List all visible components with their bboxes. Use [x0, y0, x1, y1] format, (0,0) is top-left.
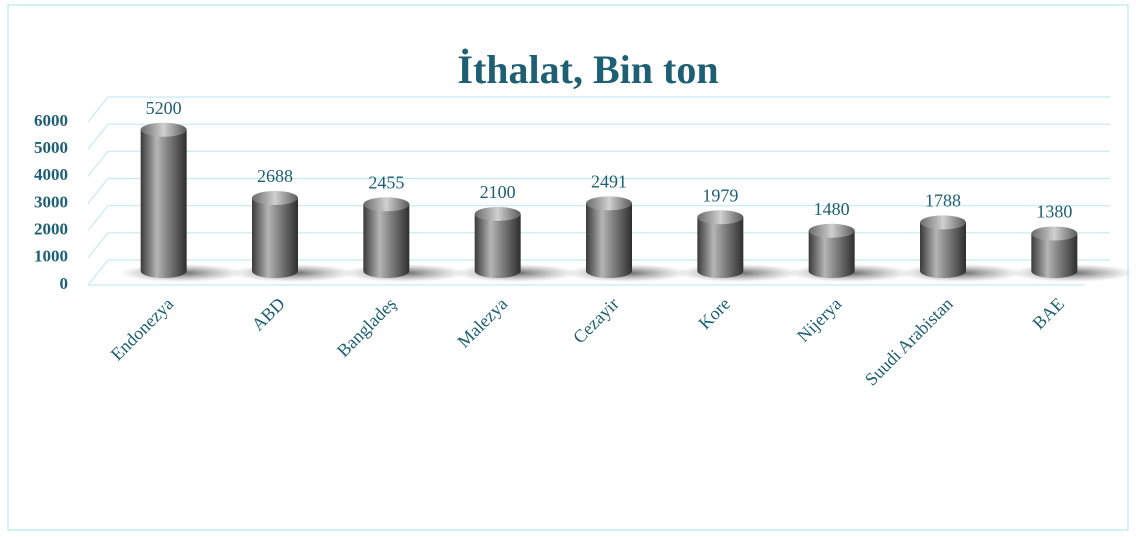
bar	[808, 230, 855, 278]
grid-line	[87, 232, 1110, 259]
bar	[474, 213, 521, 278]
value-label: 1380	[1036, 202, 1072, 222]
value-label: 2491	[591, 171, 627, 191]
chart-title: İthalat, Bin ton	[457, 47, 718, 92]
x-tick-label: Suudi Arabistan	[861, 294, 957, 390]
x-tick-label: Endonezya	[107, 294, 178, 365]
bar-top	[140, 122, 187, 137]
bar-top	[252, 190, 298, 205]
value-label: 1480	[814, 199, 850, 219]
value-label: 2455	[368, 172, 404, 192]
y-tick-label: 2000	[34, 220, 68, 239]
bar-top	[1031, 226, 1078, 241]
value-label: 2688	[257, 166, 293, 186]
bar	[252, 197, 298, 278]
y-tick-label: 3000	[34, 192, 68, 211]
x-tick-label: Malezya	[453, 294, 511, 352]
y-tick-label: 6000	[34, 111, 68, 130]
grid-line	[87, 123, 1110, 150]
grid-line	[87, 205, 1110, 232]
y-tick-label: 1000	[34, 247, 68, 266]
grid-line	[87, 177, 1110, 204]
bar-top	[363, 197, 410, 212]
bar-top	[808, 223, 855, 238]
grid-line	[87, 96, 1110, 123]
value-label: 2100	[480, 182, 516, 202]
y-tick-label: 0	[60, 274, 69, 293]
grid-line	[87, 150, 1110, 177]
bar	[697, 217, 744, 278]
chart-border	[7, 4, 1129, 531]
bar-top	[474, 206, 521, 221]
grid-line	[87, 259, 1110, 286]
bar-top	[586, 196, 632, 211]
y-tick-label: 4000	[34, 165, 68, 184]
value-label: 1979	[702, 185, 738, 205]
bar	[363, 204, 410, 278]
x-tick-label: Cezayir	[569, 294, 623, 348]
bar	[920, 222, 966, 278]
bar-top	[697, 210, 744, 225]
bar	[586, 203, 632, 278]
x-tick-label: ABD	[248, 294, 289, 335]
x-tick-label: Nijerya	[793, 294, 845, 346]
value-label: 5200	[146, 98, 182, 118]
x-tick-label: Bangladeş	[333, 294, 400, 361]
x-tick-label: BAE	[1028, 294, 1068, 334]
x-tick-label: Kore	[694, 294, 734, 334]
bar-top	[920, 215, 966, 230]
bar	[140, 129, 187, 278]
value-label: 1788	[925, 191, 961, 211]
bar	[1031, 233, 1078, 278]
y-tick-label: 5000	[34, 138, 68, 157]
